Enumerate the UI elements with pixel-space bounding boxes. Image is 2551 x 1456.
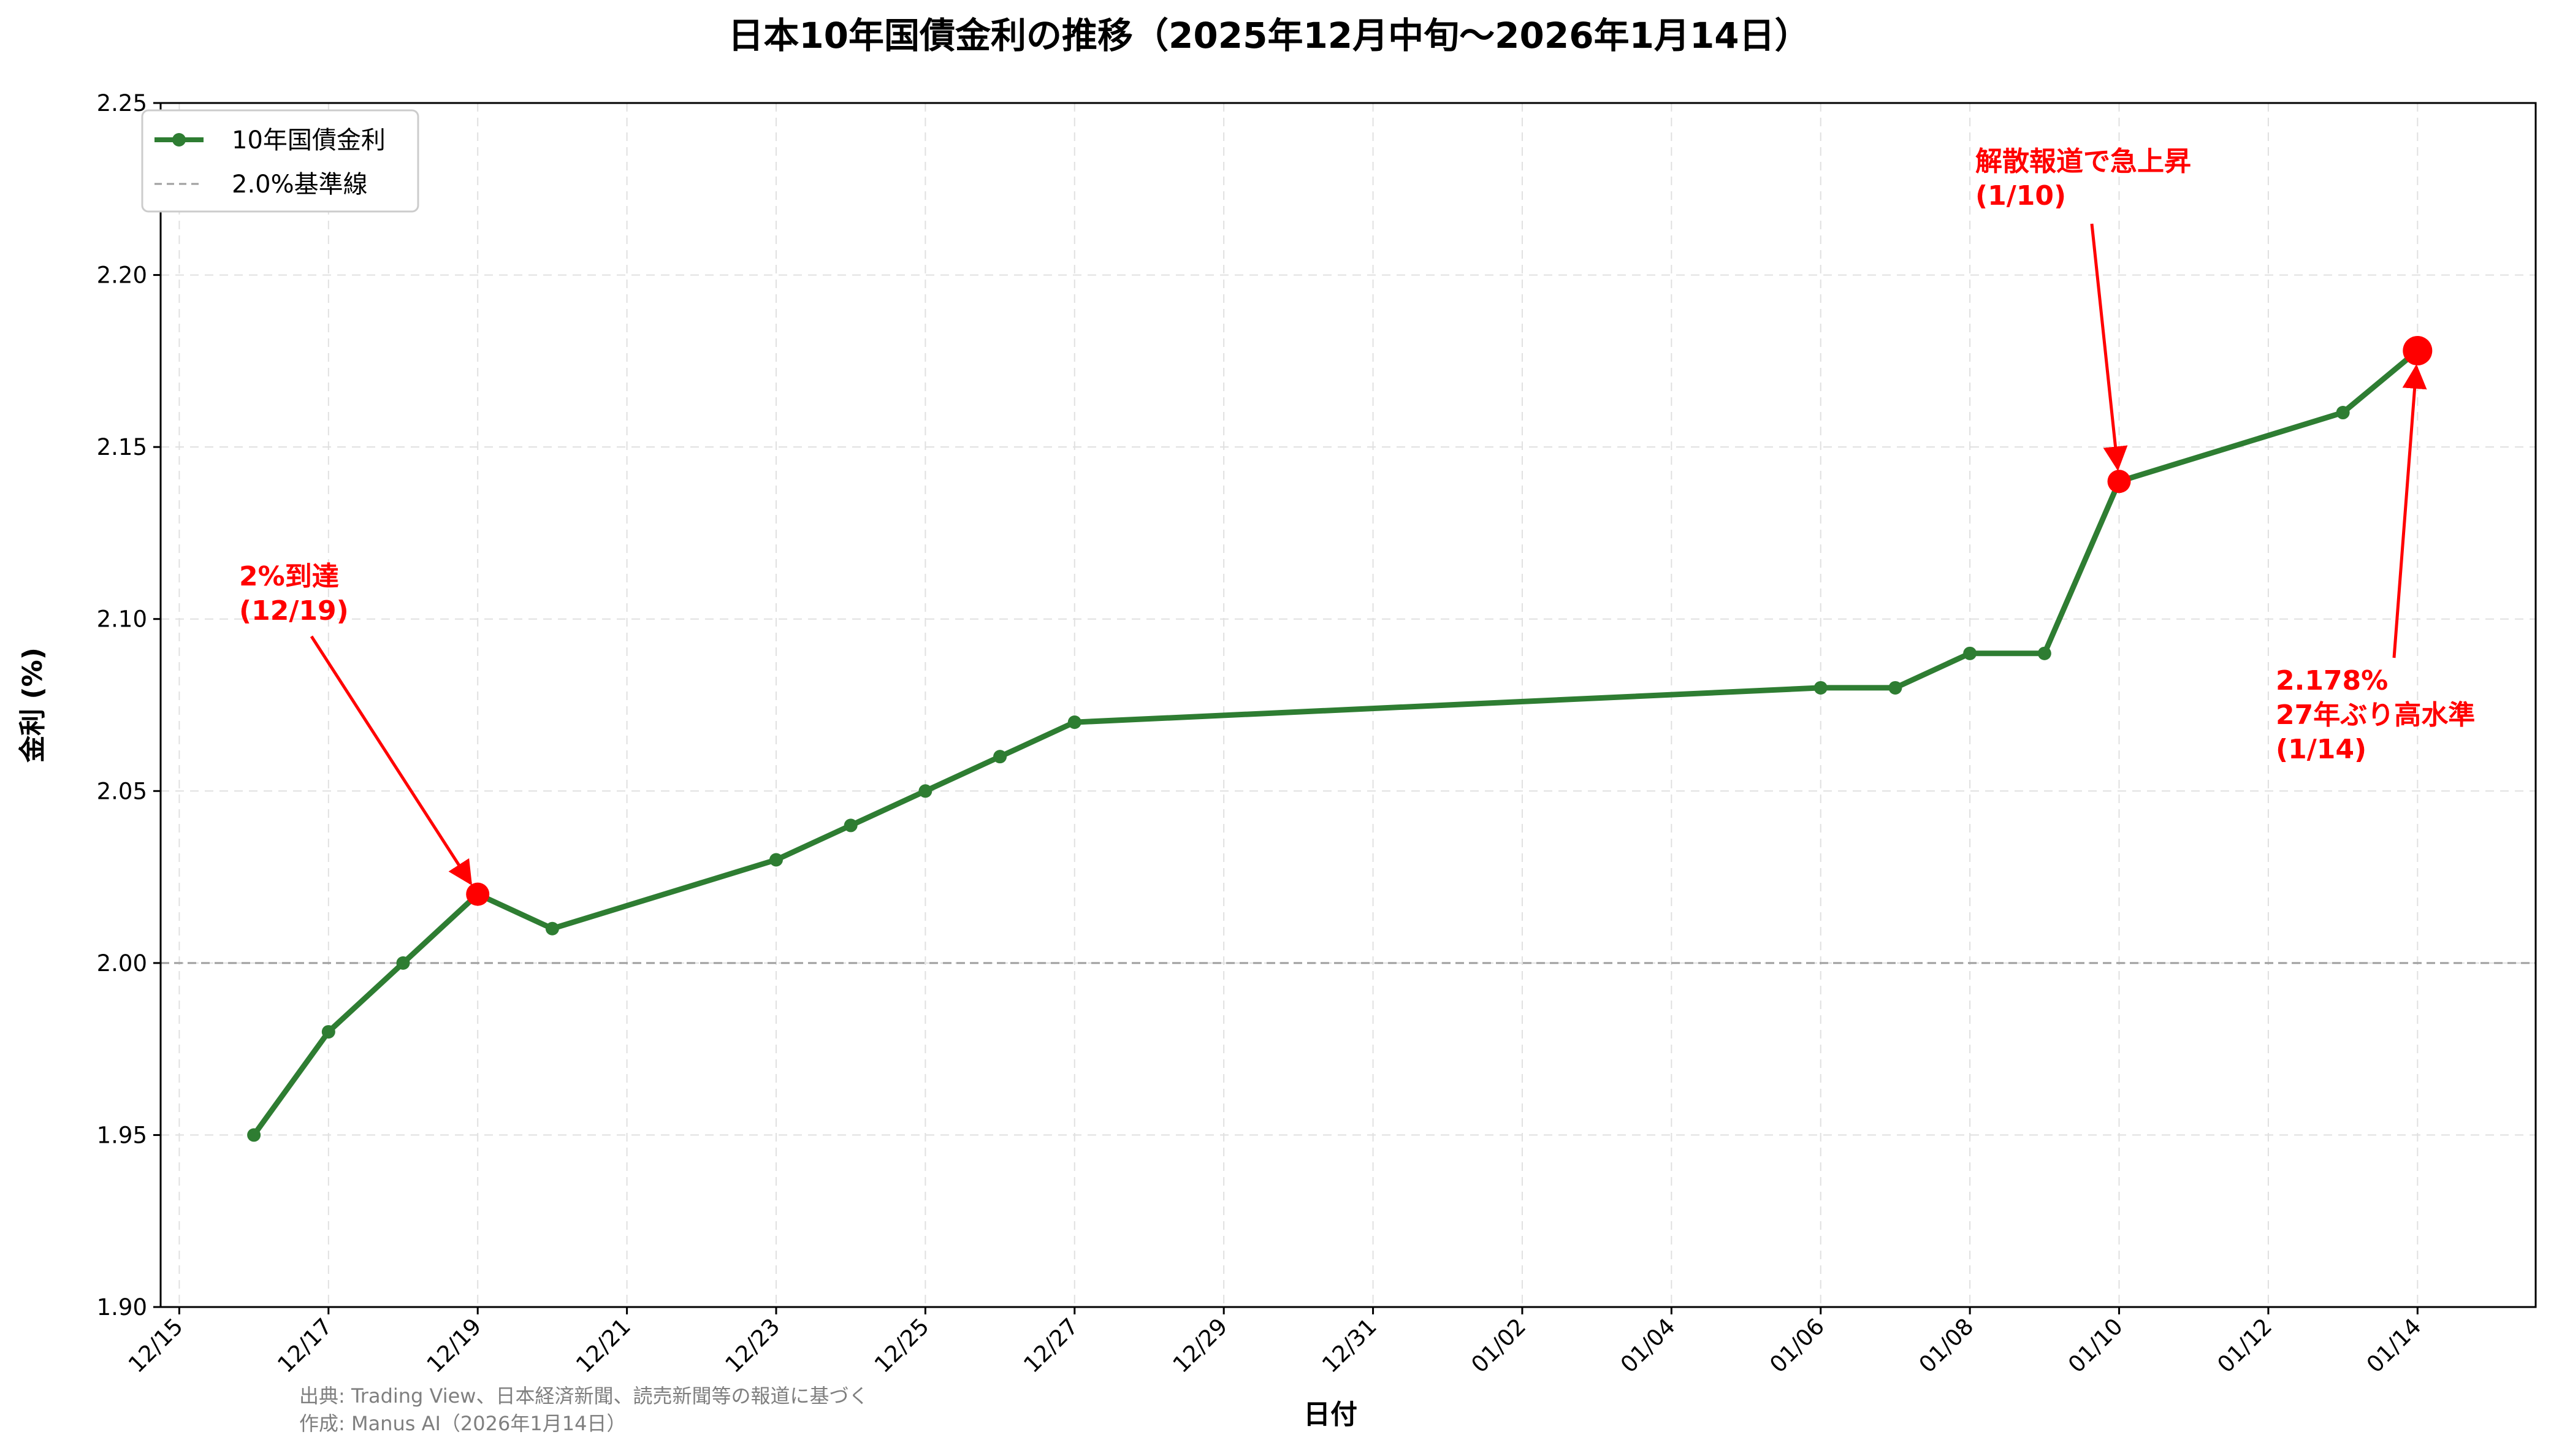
annotation-arrow xyxy=(2392,364,2427,658)
y-tick-label: 2.05 xyxy=(97,778,147,804)
highlight-point xyxy=(466,882,490,906)
annotation-arrow xyxy=(2090,223,2128,471)
x-axis-label: 日付 xyxy=(1303,1399,1357,1430)
source-note-line1: 出典: Trading View、日本経済新聞、読売新聞等の報道に基づく xyxy=(299,1384,868,1408)
source-note-line2: 作成: Manus AI（2026年1月14日） xyxy=(299,1412,626,1435)
legend-label-reference: 2.0%基準線 xyxy=(232,170,368,199)
data-point xyxy=(2336,406,2350,420)
y-axis-label: 金利 (%) xyxy=(17,647,48,763)
annotation-text: (1/14) xyxy=(2276,734,2366,765)
data-point xyxy=(396,956,410,970)
highlight-point xyxy=(2403,336,2433,366)
data-point xyxy=(918,784,932,798)
x-tick-label: 01/12 xyxy=(2212,1313,2277,1378)
data-point xyxy=(844,818,858,833)
y-tick-label: 2.00 xyxy=(97,950,147,977)
y-tick-label: 2.15 xyxy=(97,434,147,460)
x-tick-label: 12/31 xyxy=(1317,1313,1382,1378)
x-tick-label: 12/29 xyxy=(1168,1313,1233,1378)
annotation-text: (12/19) xyxy=(239,595,349,627)
data-point xyxy=(321,1025,335,1039)
annotation-text: 2.178% xyxy=(2276,665,2388,696)
x-axis-ticks: 12/15 12/17 12/19 12/21 12/23 12/25 12/27 12/29… xyxy=(123,1307,2427,1378)
legend-box xyxy=(141,109,419,213)
highlight-point xyxy=(2107,470,2131,494)
x-tick-label: 12/17 xyxy=(272,1313,337,1378)
x-tick-label: 12/25 xyxy=(869,1313,934,1378)
annotation-text: 解散報道で急上昇 xyxy=(1975,146,2191,177)
legend-label-series: 10年国債金利 xyxy=(232,126,386,154)
data-point xyxy=(1067,715,1081,730)
x-tick-label: 12/27 xyxy=(1018,1313,1083,1378)
annotation-arrow xyxy=(310,635,472,886)
y-tick-label: 1.95 xyxy=(97,1122,147,1148)
data-point xyxy=(769,853,783,867)
x-tick-label: 12/23 xyxy=(720,1313,785,1378)
x-tick-label: 01/04 xyxy=(1615,1313,1680,1378)
plot-frame xyxy=(159,102,2537,1308)
legend-marker-series xyxy=(172,133,186,147)
data-point xyxy=(545,921,559,936)
y-tick-label: 1.90 xyxy=(97,1294,147,1321)
chart-title: 日本10年国債金利の推移（2025年12月中旬〜2026年1月14日） xyxy=(728,15,1810,56)
x-tick-label: 12/19 xyxy=(422,1313,487,1378)
y-axis-ticks: 1.90 1.95 2.00 2.05 2.10 2.15 2.20 2.25 xyxy=(97,90,161,1321)
data-point xyxy=(1888,680,1902,695)
y-tick-label: 2.20 xyxy=(97,262,147,289)
data-point xyxy=(2037,646,2051,660)
y-tick-label: 2.10 xyxy=(97,606,147,633)
grid xyxy=(161,103,2536,1307)
annotation-text: 2%到達 xyxy=(239,561,339,592)
x-tick-label: 01/14 xyxy=(2362,1313,2427,1378)
data-point xyxy=(1813,680,1828,695)
x-tick-label: 01/06 xyxy=(1764,1313,1829,1378)
x-tick-label: 12/21 xyxy=(571,1313,636,1378)
x-tick-label: 01/10 xyxy=(2063,1313,2128,1378)
highlight-markers xyxy=(466,336,2433,906)
series-layer xyxy=(247,344,2425,1142)
data-point xyxy=(247,1128,261,1142)
data-point xyxy=(1963,646,1977,660)
data-point xyxy=(993,750,1007,764)
y-tick-label: 2.25 xyxy=(97,90,147,116)
series-line xyxy=(251,348,2420,1138)
annotations: 2%到達(12/19) 解散報道で急上昇(1/10) 2.178%27年ぶり高水準(… xyxy=(239,146,2475,886)
x-tick-label: 01/08 xyxy=(1914,1313,1979,1378)
legend: 10年国債金利 2.0%基準線 xyxy=(141,109,419,213)
x-tick-label: 12/15 xyxy=(123,1313,188,1378)
annotation-text: 27年ぶり高水準 xyxy=(2276,699,2475,731)
annotation-text: (1/10) xyxy=(1975,180,2066,212)
x-tick-label: 01/02 xyxy=(1466,1313,1531,1378)
